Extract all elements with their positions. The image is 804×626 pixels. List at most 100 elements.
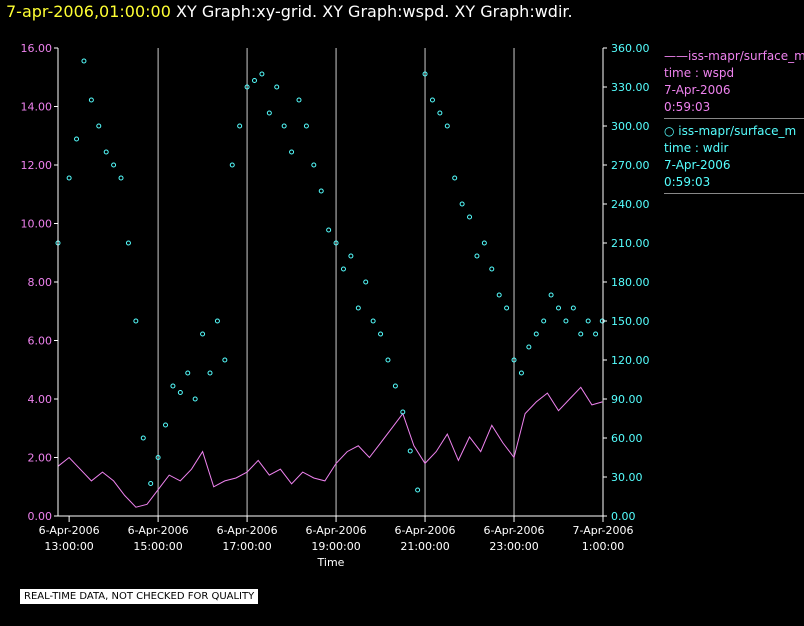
wdir-point: [570, 305, 576, 311]
wdir-point: [541, 318, 547, 324]
legend-wdir-source: ○ iss-mapr/surface_m: [664, 123, 804, 140]
legend-wspd-time: 0:59:03: [664, 100, 711, 114]
y-left-tick-label: 8.00: [28, 276, 53, 289]
x-tick-label: 15:00:00: [133, 540, 182, 553]
legend: ——iss-mapr/surface_m time : wspd 7-Apr-2…: [664, 48, 804, 194]
wdir-point: [148, 481, 154, 486]
wdir-point: [177, 390, 183, 395]
legend-wspd-date: 7-Apr-2006: [664, 83, 731, 97]
y-right-tick-label: 360.00: [611, 42, 650, 55]
legend-wdir-time: 0:59:03: [664, 175, 711, 189]
wdir-point: [400, 409, 406, 415]
y-right-tick-label: 240.00: [611, 198, 650, 211]
wspd-series-line: [57, 386, 603, 508]
x-tick-label: 19:00:00: [311, 540, 360, 553]
wdir-point: [214, 318, 220, 324]
axes-layer: 6-Apr-2006 13:00:00 6-Apr-2006 15:00:00 6-Ap…: [21, 42, 650, 553]
wdir-point: [259, 71, 265, 77]
wdir-point: [66, 175, 72, 181]
y-left-tick-label: 4.00: [28, 393, 53, 406]
wdir-point: [244, 84, 250, 90]
wdir-point: [370, 318, 376, 324]
wdir-point: [526, 344, 532, 350]
wdir-point: [281, 123, 287, 129]
wdir-point: [548, 292, 554, 298]
wdir-point: [88, 97, 94, 103]
legend-entry-wdir: ○ iss-mapr/surface_m time : wdir 7-Apr-2…: [664, 123, 804, 194]
wdir-point: [125, 240, 131, 246]
wdir-point: [140, 435, 146, 441]
x-tick-label: 6-Apr-2006: [217, 524, 278, 537]
graph-timestamp: 7-apr-2006,01:00:00: [6, 2, 171, 21]
x-tick-label: 6-Apr-2006: [128, 524, 189, 537]
wdir-point: [118, 175, 124, 181]
legend-wdir-source-text: iss-mapr/surface_m: [678, 124, 797, 138]
wdir-point: [355, 305, 361, 311]
wdir-point: [185, 370, 191, 376]
y-right-tick-label: 270.00: [611, 159, 650, 172]
x-tick-label: 21:00:00: [400, 540, 449, 553]
wdir-point: [326, 227, 332, 233]
x-tick-label: 13:00:00: [44, 540, 93, 553]
wdir-point: [192, 396, 198, 402]
graph-header: 7-apr-2006,01:00:00 XY Graph:xy-grid. XY…: [6, 2, 573, 21]
wdir-point: [452, 175, 458, 181]
legend-entry-wspd: ——iss-mapr/surface_m time : wspd 7-Apr-2…: [664, 48, 804, 119]
wdir-point: [222, 357, 228, 363]
wdir-point: [496, 292, 502, 298]
wdir-point: [296, 97, 302, 103]
wdir-point: [200, 331, 206, 337]
wdir-point: [474, 253, 480, 259]
wdir-point: [407, 448, 413, 454]
wdir-point: [429, 97, 435, 103]
y-right-tick-label: 150.00: [611, 315, 650, 328]
wdir-point: [111, 162, 117, 168]
wdir-point: [593, 331, 599, 337]
y-right-tick-label: 300.00: [611, 120, 650, 133]
wdir-point: [467, 214, 473, 220]
wdir-point: [274, 84, 280, 90]
wdir-point: [459, 201, 465, 207]
wdir-point: [585, 318, 591, 324]
x-tick-label: 6-Apr-2006: [39, 524, 100, 537]
wdir-point: [318, 188, 324, 194]
wdir-point: [133, 318, 139, 324]
x-tick-label: 6-Apr-2006: [306, 524, 367, 537]
wdir-point: [504, 305, 510, 311]
wdir-point: [340, 266, 346, 272]
legend-wdir-date: 7-Apr-2006: [664, 158, 731, 172]
y-right-tick-label: 120.00: [611, 354, 650, 367]
wdir-point: [237, 123, 243, 129]
legend-wspd-source: ——iss-mapr/surface_m: [664, 49, 804, 63]
y-left-tick-label: 12.00: [21, 159, 53, 172]
wdir-point: [481, 240, 487, 246]
x-tick-label: 6-Apr-2006: [395, 524, 456, 537]
wdir-point: [578, 331, 584, 337]
wdir-point: [348, 253, 354, 259]
y-right-tick-label: 180.00: [611, 276, 650, 289]
wdir-point: [266, 110, 272, 116]
wdir-point: [444, 123, 450, 129]
wdir-point: [556, 305, 562, 311]
wdir-point: [207, 370, 213, 376]
y-left-tick-label: 0.00: [28, 510, 53, 523]
wdir-point: [437, 110, 443, 116]
y-left-tick-label: 16.00: [21, 42, 53, 55]
wdir-point: [96, 123, 102, 129]
y-right-tick-label: 30.00: [611, 471, 643, 484]
wdir-point: [229, 162, 235, 168]
wdir-point: [385, 357, 391, 363]
wdir-point: [74, 136, 80, 142]
x-tick-label: 7-Apr-2006: [572, 524, 633, 537]
y-right-tick-label: 210.00: [611, 237, 650, 250]
wdir-point: [289, 149, 295, 155]
y-right-tick-label: 0.00: [611, 510, 636, 523]
x-tick-label: 17:00:00: [222, 540, 271, 553]
y-left-tick-label: 2.00: [28, 452, 53, 465]
wdir-point: [415, 487, 421, 493]
x-tick-label: 23:00:00: [489, 540, 538, 553]
y-right-tick-label: 330.00: [611, 81, 650, 94]
wdir-point: [511, 357, 517, 363]
wdir-point: [155, 455, 161, 460]
